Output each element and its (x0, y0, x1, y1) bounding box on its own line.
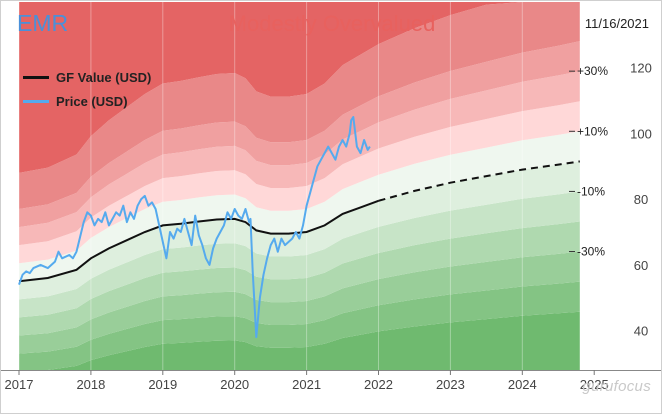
legend-item-price: Price (USD) (23, 89, 151, 113)
legend-label-price: Price (USD) (56, 93, 128, 109)
gf-value-projection-line (378, 160, 580, 202)
y-tick-label-40: 40 (634, 324, 648, 339)
band-annotation-2: -10% (577, 184, 605, 198)
x-tick-label-2018: 2018 (76, 377, 105, 392)
valuation-band-9 (19, 41, 580, 228)
y-axis: 40 60 80 100 120 (630, 61, 652, 339)
x-tick-label-2021: 2021 (292, 377, 321, 392)
x-axis: 2017 2018 2019 2020 2021 2022 2023 2024 2025 (1, 370, 661, 392)
valuation-band-11 (19, 2, 580, 173)
valuation-band-0 (19, 311, 580, 370)
gridlines (18, 2, 595, 370)
x-tick-label-2025: 2025 (580, 377, 609, 392)
valuation-bands (19, 2, 580, 370)
x-tick-label-2024: 2024 (508, 377, 537, 392)
valuation-band-3 (19, 221, 580, 336)
x-tick-label-2017: 2017 (5, 377, 34, 392)
valuation-band-4 (19, 191, 580, 318)
valuation-band-10 (19, 2, 580, 209)
y-tick-label-60: 60 (634, 258, 648, 273)
report-date: 11/16/2021 (584, 16, 649, 31)
valuation-band-8 (19, 71, 580, 246)
price-line (18, 116, 371, 339)
x-tick-label-2022: 2022 (364, 377, 393, 392)
band-annotation-3: -30% (577, 245, 605, 259)
valuation-band-6 (19, 131, 580, 282)
legend-swatch-gf-value (23, 75, 49, 79)
gurufocus-logo: gurufocus (582, 378, 651, 395)
ticker-symbol: EMR (17, 10, 69, 36)
x-tick-label-2020: 2020 (220, 377, 249, 392)
x-tick-label-2023: 2023 (436, 377, 465, 392)
y-tick-label-80: 80 (634, 192, 648, 207)
gf-value-line (18, 199, 379, 283)
legend-swatch-price (23, 99, 49, 103)
valuation-band-5 (19, 161, 580, 300)
legend-item-gf-value: GF Value (USD) (23, 65, 151, 89)
y-tick-label-120: 120 (630, 61, 652, 76)
band-annotations: +30% +10% -10% -30% (569, 64, 608, 259)
legend-label-gf-value: GF Value (USD) (56, 69, 152, 85)
valuation-band-7 (19, 101, 580, 264)
chart-legend: GF Value (USD) Price (USD) (23, 65, 151, 113)
series-lines (18, 116, 580, 339)
band-annotation-1: +10% (577, 124, 608, 138)
valuation-band-2 (19, 251, 580, 354)
band-annotation-0: +30% (577, 64, 608, 78)
y-tick-label-100: 100 (630, 126, 652, 141)
valuation-band-1 (19, 281, 580, 370)
x-tick-label-2019: 2019 (148, 377, 177, 392)
